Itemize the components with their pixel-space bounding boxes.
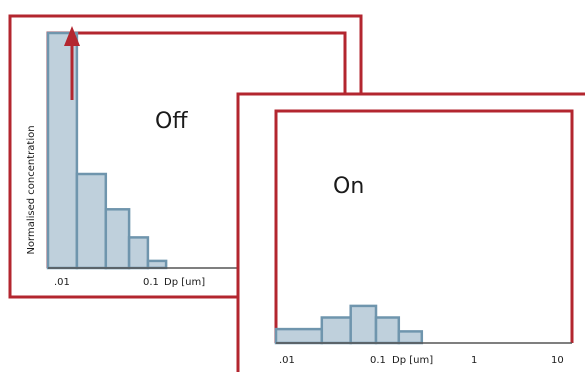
on-x-axis-label: Dp [um] bbox=[392, 355, 433, 366]
off-x-tick-1: 0.1 bbox=[143, 277, 159, 288]
off-bar-4 bbox=[146, 259, 168, 270]
off-x-tick-0: .01 bbox=[54, 277, 70, 288]
off-bar-3 bbox=[127, 236, 150, 270]
off-bar-2 bbox=[104, 208, 131, 270]
off-x-axis-label: Dp [um] bbox=[164, 277, 205, 288]
on-bar-1 bbox=[320, 316, 352, 345]
on-panel-outer-frame bbox=[236, 92, 585, 372]
off-y-axis-label: Normalised concentration bbox=[26, 125, 37, 254]
off-panel-title: Off bbox=[155, 109, 188, 134]
on-bar-4 bbox=[397, 330, 424, 345]
off-bar-0 bbox=[46, 31, 79, 270]
on-bar-0 bbox=[274, 327, 324, 345]
on-x-tick-0: .01 bbox=[279, 355, 295, 366]
off-arrow bbox=[64, 26, 80, 100]
on-bar-3 bbox=[374, 316, 401, 345]
off-bar-1 bbox=[75, 172, 108, 270]
on-bar-2 bbox=[349, 304, 378, 345]
on-panel-inner-frame bbox=[274, 109, 574, 343]
on-x-tick-1: 0.1 bbox=[370, 355, 386, 366]
on-panel-title: On bbox=[333, 174, 364, 199]
on-x-tick-3: 10 bbox=[551, 355, 564, 366]
on-x-tick-2: 1 bbox=[471, 355, 477, 366]
on-panel: On .01 0.1 Dp [um] 1 10 bbox=[236, 92, 585, 372]
